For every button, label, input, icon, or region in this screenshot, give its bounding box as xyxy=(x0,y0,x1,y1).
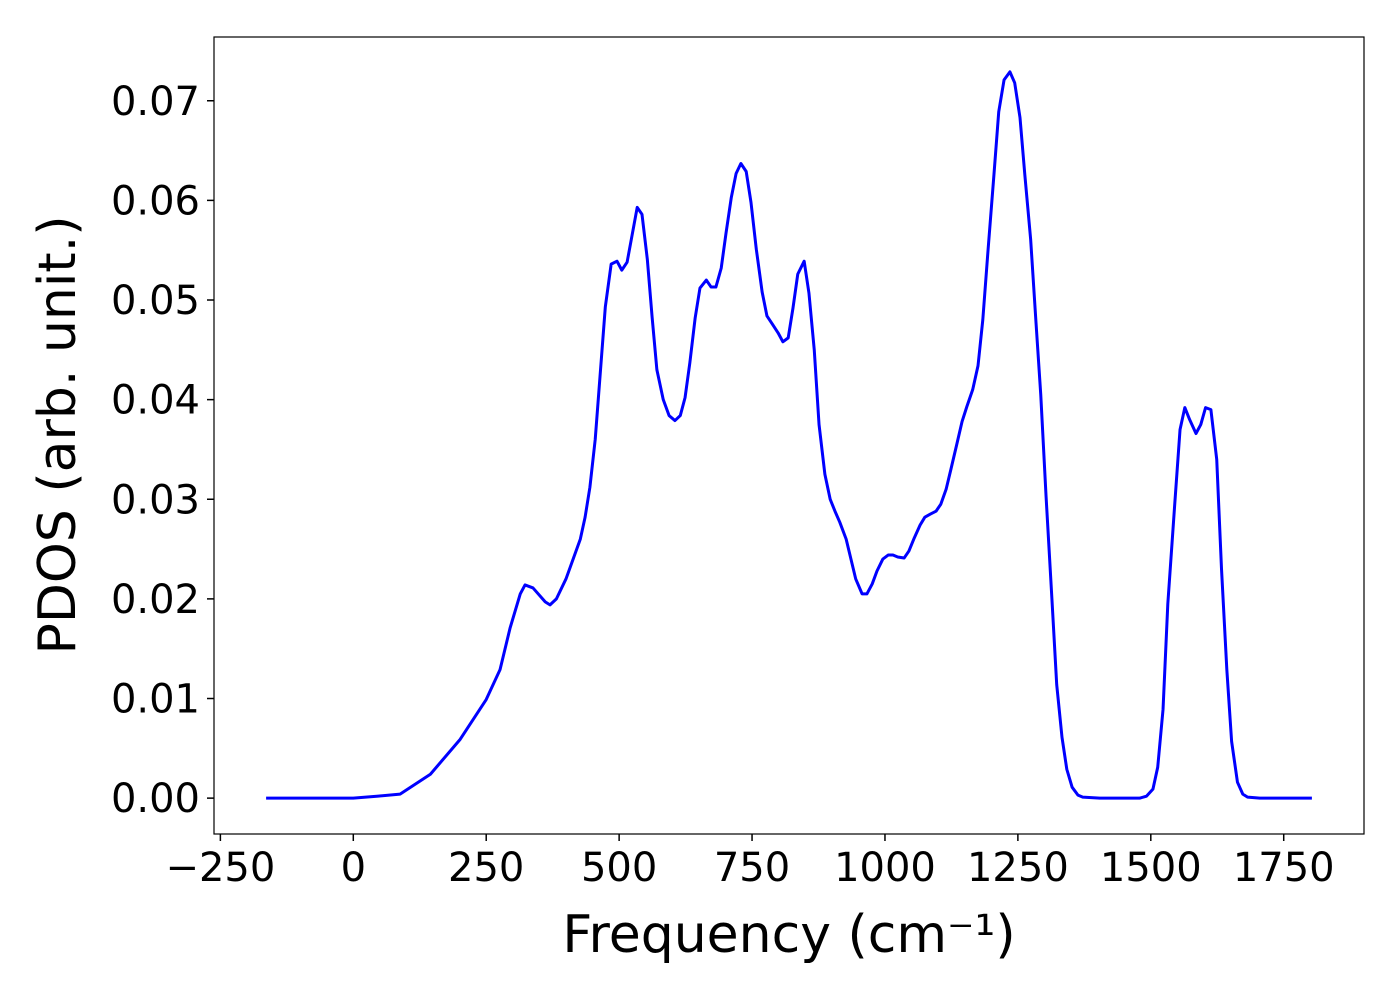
x-tick-label: 0 xyxy=(341,845,366,891)
y-tick-label: 0.00 xyxy=(111,776,200,822)
y-tick-label: 0.03 xyxy=(111,477,200,523)
x-tick-label: 1000 xyxy=(834,845,936,891)
x-tick-label: 500 xyxy=(581,845,657,891)
data-line xyxy=(266,70,1312,800)
y-tick-label: 0.07 xyxy=(111,79,200,125)
y-tick-label: 0.01 xyxy=(111,677,200,723)
x-tick-label: 1500 xyxy=(1100,845,1202,891)
y-tick-label: 0.05 xyxy=(111,278,200,324)
y-tick-label: 0.02 xyxy=(111,577,200,623)
x-tick-label: 1750 xyxy=(1233,845,1335,891)
y-tick-label: 0.06 xyxy=(111,178,200,224)
x-tick-label: 750 xyxy=(714,845,790,891)
x-tick-label: 250 xyxy=(448,845,524,891)
plot-frame xyxy=(213,36,1365,835)
y-tick-label: 0.04 xyxy=(111,378,200,424)
y-axis-label: PDOS (arb. unit.) xyxy=(28,215,88,654)
x-tick-label: 1250 xyxy=(967,845,1069,891)
x-tick-label: −250 xyxy=(165,845,275,891)
x-axis-label: Frequency (cm⁻¹) xyxy=(562,905,1015,965)
